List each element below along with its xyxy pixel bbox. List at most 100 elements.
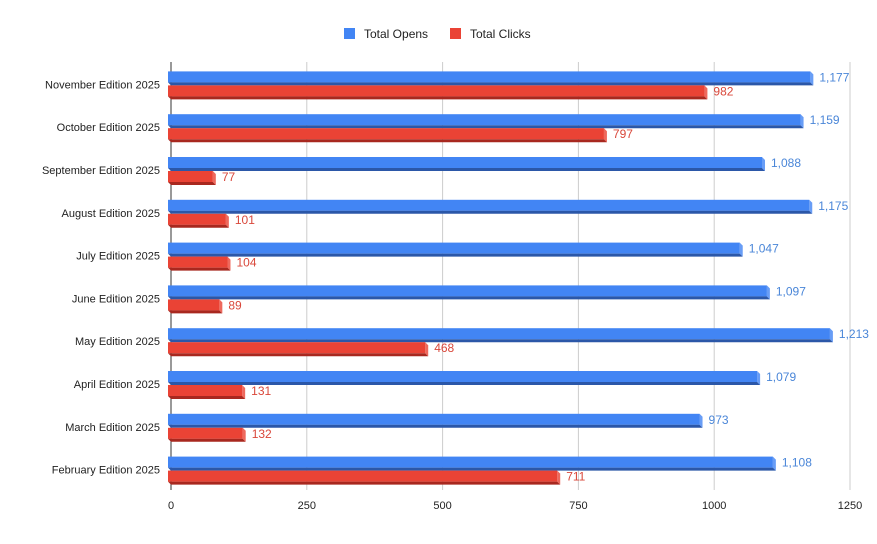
bar-side [739,242,743,257]
bar-shadow [168,424,703,428]
bar-side [766,285,770,300]
x-tick-label: 1250 [838,500,862,512]
bar-side [242,385,246,399]
bar-side [829,328,833,343]
bar-shadow [168,382,761,385]
x-tick-label: 750 [569,500,587,512]
bar [168,114,801,126]
x-tick-label: 0 [168,500,174,512]
y-category-label: October Edition 2025 [57,122,160,134]
bar [168,128,604,140]
bar-shadow [168,267,231,271]
bar [168,171,213,182]
bar-shadow [168,125,804,129]
bar-side [809,199,813,214]
bar-shadow [168,168,766,171]
data-label: 1,177 [819,70,849,84]
legend-label: Total Clicks [470,27,531,41]
bar-side [704,85,708,100]
bar-shadow [168,353,429,357]
bar-shadow [168,96,708,100]
bar-shadow [168,481,561,485]
bar [168,385,243,396]
y-category-label: May Edition 2025 [75,336,160,348]
bar-side [699,413,703,428]
bar-shadow [168,224,229,228]
data-label: 1,175 [818,199,848,213]
x-tick-label: 500 [433,500,451,512]
x-tick-label: 250 [298,500,316,512]
bar [168,85,705,97]
bar-shadow [168,139,607,143]
data-label: 468 [434,341,454,355]
data-label: 1,097 [776,284,806,298]
data-label: 89 [228,298,242,312]
bar-side [219,299,223,314]
bar-side [772,456,776,471]
y-category-label: September Edition 2025 [42,165,160,177]
data-label: 711 [566,470,585,484]
data-label: 1,159 [810,113,840,127]
legend-swatch [450,28,461,39]
bar-shadow [168,467,776,471]
bar [168,328,830,340]
bar-shadow [168,310,223,314]
bar-side [425,342,429,357]
bar [168,470,558,482]
y-category-label: August Edition 2025 [62,208,160,220]
bar-side [810,71,814,86]
bar-side [212,171,216,185]
bar [168,371,758,382]
bar-side [757,371,761,385]
data-label: 1,079 [766,370,796,384]
y-category-label: February Edition 2025 [52,465,160,477]
bar-side [603,128,607,143]
data-label: 131 [251,384,271,398]
y-category-label: June Edition 2025 [72,293,160,305]
bar [168,213,226,225]
y-category-label: November Edition 2025 [45,79,160,91]
data-label: 1,088 [771,156,801,170]
legend-swatch [344,28,355,39]
bar [168,413,700,425]
bar-side [225,213,229,228]
bar [168,342,426,354]
bar [168,157,763,168]
data-label: 1,047 [749,242,779,256]
data-label: 1,108 [782,456,812,470]
bar-side [242,427,246,442]
bar-shadow [168,210,813,214]
data-label: 973 [709,413,729,427]
bar [168,71,811,83]
data-label: 132 [252,427,272,441]
bar [168,285,767,297]
bar-side [762,157,766,171]
bar-shadow [168,396,246,399]
data-label: 982 [713,84,733,98]
bar-shadow [168,182,216,185]
data-label: 1,213 [839,327,869,341]
y-category-label: July Edition 2025 [76,251,160,263]
bar-side [800,114,804,129]
bar-side [557,470,561,485]
bar [168,299,220,311]
bar [168,456,773,468]
legend-label: Total Opens [364,27,428,41]
bar-shadow [168,296,770,300]
bar-side [227,256,231,271]
data-label: 104 [236,256,256,270]
bar [168,256,228,268]
bar-shadow [168,339,833,343]
bar [168,199,810,211]
data-label: 77 [222,170,236,184]
data-label: 797 [613,127,633,141]
y-category-label: April Edition 2025 [74,379,160,391]
bar-shadow [168,438,246,442]
y-category-label: March Edition 2025 [65,422,160,434]
data-label: 101 [235,213,255,227]
bar [168,427,243,439]
bar-shadow [168,253,743,257]
bar-shadow [168,82,814,86]
bar [168,242,740,254]
